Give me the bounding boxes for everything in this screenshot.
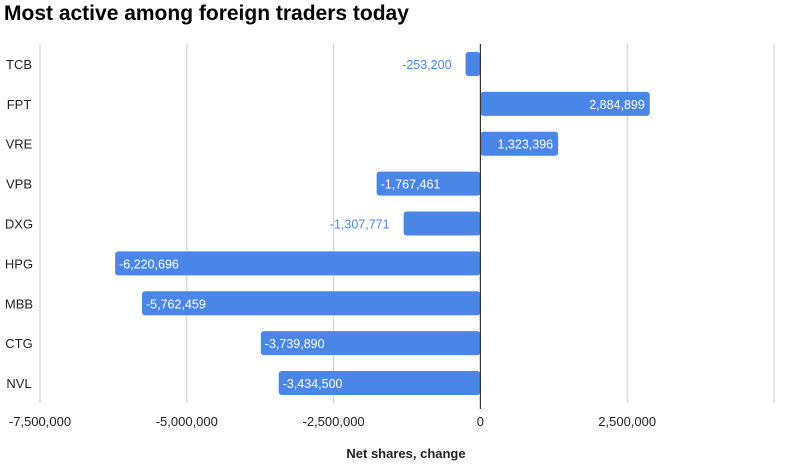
- bar-data-label: -3,739,890: [265, 337, 325, 351]
- x-axis-title: Net shares, change: [346, 446, 466, 461]
- y-category-label: CTG: [5, 336, 32, 351]
- y-category-label: VPB: [6, 177, 32, 192]
- bar: [465, 51, 481, 76]
- bar: [480, 91, 650, 116]
- x-tick-label: -2,500,000: [303, 414, 365, 429]
- x-tick-label: -7,500,000: [9, 414, 71, 429]
- bar-data-label: -5,762,459: [146, 297, 206, 311]
- bar: [115, 251, 481, 276]
- y-category-label: FPT: [7, 97, 32, 112]
- chart-title: Most active among foreign traders today: [4, 2, 409, 25]
- y-category-label: HPG: [5, 256, 33, 271]
- bar-data-label: -6,220,696: [119, 257, 179, 271]
- bar: [376, 171, 481, 196]
- y-category-label: VRE: [6, 137, 33, 152]
- bar: [142, 291, 481, 316]
- x-tick-label: 0: [477, 414, 484, 429]
- bar: [403, 211, 481, 236]
- bar: [278, 371, 481, 396]
- y-category-label: NVL: [6, 376, 31, 391]
- bar-data-label: 1,323,396: [498, 138, 554, 152]
- y-category-label: MBB: [5, 296, 33, 311]
- bar-data-label: -253,200: [402, 58, 451, 72]
- x-tick-label: 2,500,000: [598, 414, 656, 429]
- bar: [480, 131, 559, 156]
- y-category-label: DXG: [5, 217, 33, 232]
- y-category-label: TCB: [6, 57, 32, 72]
- x-tick-label: -5,000,000: [156, 414, 218, 429]
- bar-data-label: 2,884,899: [589, 98, 645, 112]
- bar: [260, 331, 481, 356]
- bar-data-label: -1,307,771: [330, 218, 390, 232]
- bar-data-label: -1,767,461: [381, 178, 441, 192]
- bar-data-label: -3,434,500: [283, 377, 343, 391]
